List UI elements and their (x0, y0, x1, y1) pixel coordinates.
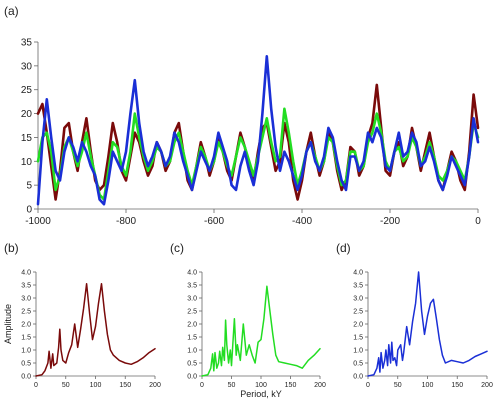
x-tick-label: 100 (422, 382, 434, 389)
y-tick-label: 1.5 (187, 335, 197, 342)
x-tick-label: 50 (394, 382, 402, 389)
x-tick-label: 0 (475, 216, 481, 227)
x-tick-label: 50 (228, 382, 236, 389)
series-line-1 (35, 282, 156, 377)
y-tick-label: 0.0 (21, 374, 31, 381)
x-tick-label: -1000 (25, 216, 51, 227)
x-tick-label: 200 (149, 382, 161, 389)
y-tick-label: 1.0 (187, 348, 197, 355)
panel-b: (b) 0 50 100 150 200 0.0 0.5 1.0 1.5 2.0 2.5 3.0 3.5 4… (3, 241, 161, 389)
series-line-1 (367, 271, 488, 377)
x-tick-label: 50 (62, 382, 70, 389)
y-tick-label: 4.0 (353, 270, 363, 277)
y-tick-label: 5 (26, 181, 32, 192)
y-tick-label: 0.0 (187, 374, 197, 381)
y-tick-label: 20 (21, 109, 33, 120)
y-axis-title: Amplitude (3, 304, 13, 344)
y-tick-label: 10 (21, 157, 33, 168)
panel-label: (c) (170, 241, 184, 255)
y-tick-label: 0 (26, 205, 32, 216)
series-line-3 (36, 55, 480, 206)
x-tick-label: -800 (116, 216, 136, 227)
y-tick-label: 4.0 (187, 270, 197, 277)
x-tick-label: 0 (200, 382, 204, 389)
y-tick-label: 3.5 (21, 283, 31, 290)
y-tick-label: 3.0 (21, 296, 31, 303)
y-tick-label: 15 (21, 133, 33, 144)
panel-d: (d) 0 50 100 150 200 0.0 0.5 1.0 1.5 2.0 2.5 3.0 3.5 4… (336, 241, 493, 389)
x-tick-label: 100 (90, 382, 102, 389)
series-line-1 (201, 285, 321, 377)
x-tick-label: 0 (34, 382, 38, 389)
y-tick-label: 1.0 (353, 348, 363, 355)
y-tick-label: 0.5 (21, 361, 31, 368)
x-tick-label: -200 (380, 216, 400, 227)
y-tick-label: 2.0 (187, 322, 197, 329)
panel-label: (a) (4, 4, 19, 18)
y-tick-label: 3.5 (353, 283, 363, 290)
panel-c: (c) 0 50 100 150 200 0.0 0.5 1.0 1.5 2.0 2.5 3.0 3.5 4… (170, 241, 326, 399)
y-tick-label: 2.5 (353, 309, 363, 316)
y-tick-label: 2.5 (21, 309, 31, 316)
y-tick-label: 2.5 (187, 309, 197, 316)
x-tick-label: 150 (285, 382, 297, 389)
x-tick-label: 200 (314, 382, 326, 389)
y-tick-label: 35 (21, 38, 33, 49)
y-tick-label: 2.0 (353, 322, 363, 329)
y-tick-label: 1.5 (21, 335, 31, 342)
x-tick-label: -600 (204, 216, 224, 227)
y-tick-label: 30 (21, 61, 33, 72)
y-tick-label: 1.0 (21, 348, 31, 355)
x-tick-label: 100 (255, 382, 267, 389)
y-tick-label: 1.5 (353, 335, 363, 342)
y-tick-label: 3.0 (187, 296, 197, 303)
x-tick-label: 200 (481, 382, 493, 389)
y-tick-label: 3.5 (187, 283, 197, 290)
y-tick-label: 4.0 (21, 270, 31, 277)
y-tick-label: 25 (21, 85, 33, 96)
x-tick-label: -400 (292, 216, 312, 227)
y-tick-label: 0.5 (187, 361, 197, 368)
panel-label: (b) (4, 241, 19, 255)
x-tick-label: 150 (119, 382, 131, 389)
y-tick-label: 0.5 (353, 361, 363, 368)
y-tick-label: 0.0 (353, 374, 363, 381)
x-tick-label: 150 (451, 382, 463, 389)
panel-a: (a) -1000 -800 -600 -400 -200 0 0 5 10 15 20 25 30 35 (4, 4, 481, 227)
x-tick-label: 0 (366, 382, 370, 389)
y-tick-label: 3.0 (353, 296, 363, 303)
y-tick-label: 2.0 (21, 322, 31, 329)
x-axis-title: Period, kY (240, 389, 282, 399)
panel-label: (d) (336, 241, 351, 255)
